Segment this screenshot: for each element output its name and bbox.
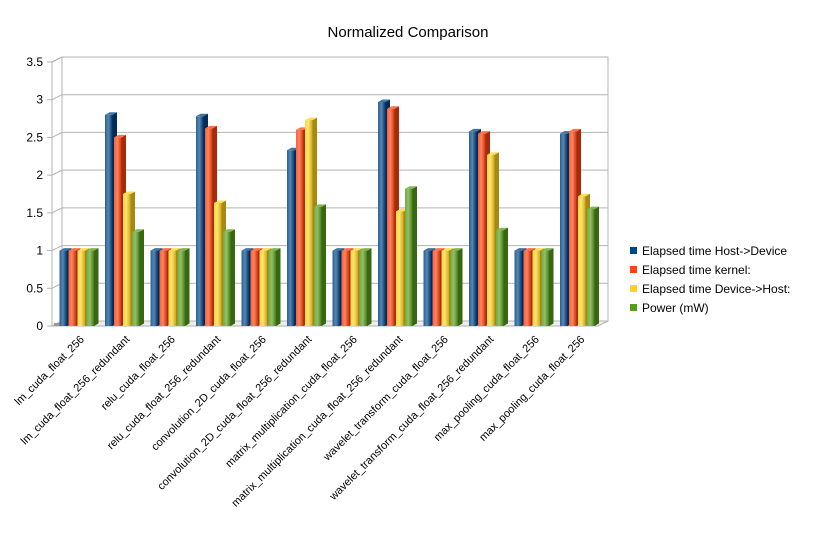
bar [177, 248, 190, 326]
bar [359, 248, 372, 326]
y-tick-label: 1.5 [26, 206, 43, 220]
bar [223, 229, 235, 326]
legend-swatch [630, 285, 637, 292]
y-tick-label: 3.5 [26, 55, 43, 69]
legend-item: Elapsed time kernel: [630, 263, 751, 277]
legend-item: Power (mW) [630, 301, 709, 315]
legend-swatch [630, 247, 637, 254]
bar [405, 186, 417, 326]
legend-label: Power (mW) [642, 301, 709, 315]
x-axis-labels: lm_cuda_float_256lm_cuda_float_256_redun… [13, 334, 588, 510]
y-tick-label: 0 [36, 319, 43, 333]
legend-label: Elapsed time Device->Host: [642, 282, 790, 296]
legend-label: Elapsed time kernel: [642, 263, 751, 277]
bar [86, 248, 99, 326]
x-tick-label: wavelet_transform_cuda_float_256_redunda… [327, 334, 497, 504]
bar [450, 248, 463, 326]
bar [268, 248, 281, 326]
legend-swatch [630, 304, 637, 311]
y-axis-ticks: 0 0.5 1 1.5 2 2.5 3 3.5 [26, 55, 43, 333]
x-tick-label: convolution_2D_cuda_float_256_redundant [155, 334, 314, 493]
x-tick-label: matrix_multiplication_cuda_float_256_red… [230, 334, 406, 510]
bar [587, 206, 599, 326]
legend-swatch [630, 266, 637, 273]
legend-item: Elapsed time Host->Device [630, 244, 787, 258]
bar [496, 227, 508, 326]
chart-title: Normalized Comparison [328, 24, 489, 41]
y-tick-label: 2 [36, 168, 43, 182]
bar [541, 248, 554, 326]
bar [314, 204, 326, 326]
bars [54, 99, 599, 327]
legend-label: Elapsed time Host->Device [642, 244, 787, 258]
y-tick-label: 0.5 [26, 281, 43, 295]
y-tick-label: 1 [36, 244, 43, 258]
legend: Elapsed time Host->Device Elapsed time ke… [630, 244, 790, 315]
y-tick-label: 3 [36, 93, 43, 107]
bar [132, 229, 144, 326]
y-tick-label: 2.5 [26, 130, 43, 144]
legend-item: Elapsed time Device->Host: [630, 282, 790, 296]
